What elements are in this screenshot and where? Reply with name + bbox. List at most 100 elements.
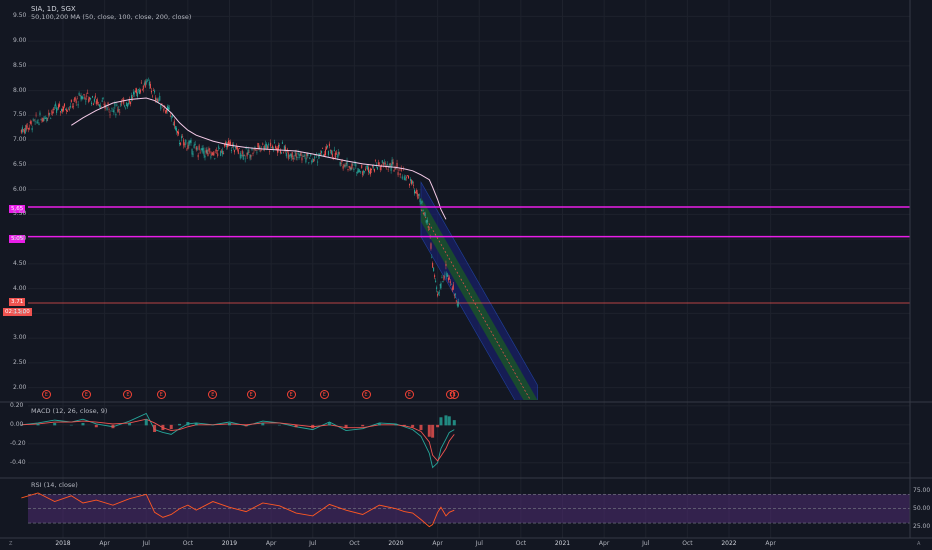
macd-histogram-bar xyxy=(261,422,265,426)
candle-body xyxy=(80,95,82,100)
earnings-marker[interactable]: E xyxy=(208,390,218,399)
candle-body xyxy=(113,109,115,113)
rsi-tick-label: 25.00 xyxy=(913,522,931,530)
candle-body xyxy=(191,149,193,155)
candle-body xyxy=(318,155,320,157)
candle-body xyxy=(427,226,429,228)
macd-histogram-bar xyxy=(427,424,431,437)
candle-body xyxy=(328,143,330,147)
candle-body xyxy=(366,165,368,167)
earnings-marker[interactable]: E xyxy=(81,390,91,399)
candle-body xyxy=(383,162,385,164)
candle-body xyxy=(133,92,135,94)
candle-body xyxy=(319,153,321,156)
candle-body xyxy=(309,157,311,159)
earnings-marker[interactable]: E xyxy=(41,390,51,399)
earnings-marker[interactable]: E xyxy=(286,390,296,399)
candle-body xyxy=(255,149,257,151)
candle-body xyxy=(444,273,446,275)
candle-body xyxy=(355,164,357,167)
y-tick-label: 3.50 xyxy=(13,309,27,317)
candle-body xyxy=(158,100,160,102)
macd-histogram-bar xyxy=(439,417,443,426)
earnings-marker[interactable]: E xyxy=(246,390,256,399)
candle-body xyxy=(210,156,212,158)
candle-body xyxy=(46,117,48,122)
candle-body xyxy=(428,229,430,230)
candle-body xyxy=(68,108,70,110)
candle-body xyxy=(211,152,213,156)
candle-body xyxy=(327,151,329,155)
candle-body xyxy=(430,243,432,249)
macd-histogram-bar xyxy=(447,416,451,426)
candle-body xyxy=(274,142,276,144)
candle-body xyxy=(351,163,353,169)
candle-body xyxy=(51,111,53,113)
candle-body xyxy=(258,146,260,150)
level-tag-lower: 5.05 xyxy=(9,235,26,243)
zoom-icon[interactable]: Z xyxy=(9,541,13,547)
candle-body xyxy=(199,152,201,154)
macd-histogram-bar xyxy=(111,424,115,429)
macd-histogram-bar xyxy=(186,422,190,426)
candle-body xyxy=(308,162,310,163)
earnings-marker[interactable]: E xyxy=(404,390,414,399)
candle-body xyxy=(337,152,339,156)
candle-body xyxy=(204,155,206,158)
candle-body xyxy=(25,125,27,130)
candle-body xyxy=(88,98,90,102)
candle-body xyxy=(238,148,240,149)
macd-histogram-bar xyxy=(194,422,198,426)
earnings-marker[interactable]: E xyxy=(156,390,166,399)
candle-body xyxy=(71,106,73,108)
ma200-line xyxy=(71,97,447,220)
candle-body xyxy=(314,156,316,159)
candle-body xyxy=(37,119,39,121)
candle-body xyxy=(215,149,217,151)
macd-histogram-bar xyxy=(53,422,57,426)
candle-body xyxy=(109,114,111,116)
earnings-marker[interactable]: E xyxy=(319,390,329,399)
candle-body xyxy=(424,213,426,216)
auto-scale-icon[interactable]: A xyxy=(917,541,921,547)
candle-body xyxy=(65,109,67,112)
horizontal-levels[interactable] xyxy=(28,206,910,304)
macd-histogram-bar xyxy=(128,422,132,426)
candle-body xyxy=(193,144,195,148)
macd-histogram-bar xyxy=(394,423,398,426)
candle-body xyxy=(395,168,397,170)
macd-histogram-bar xyxy=(419,424,423,431)
candle-body xyxy=(134,90,136,92)
candles xyxy=(20,77,459,308)
candle-body xyxy=(425,220,427,223)
candle-body xyxy=(101,100,103,102)
earnings-marker[interactable]: E xyxy=(449,390,459,399)
candle-body xyxy=(243,155,245,156)
candle-body xyxy=(284,146,286,152)
candle-body xyxy=(331,153,333,157)
candle-body xyxy=(143,83,145,85)
candle-body xyxy=(409,183,411,186)
earnings-marker[interactable]: E xyxy=(123,390,133,399)
candle-body xyxy=(89,97,91,100)
candle-body xyxy=(77,104,79,106)
candle-body xyxy=(119,111,121,113)
candle-body xyxy=(372,166,374,168)
rsi-band xyxy=(28,494,910,524)
y-tick-label: 7.50 xyxy=(13,111,27,119)
candle-body xyxy=(456,304,458,306)
candle-body xyxy=(234,146,236,149)
candle-body xyxy=(218,146,220,149)
candle-body xyxy=(340,162,342,164)
earnings-marker[interactable]: E xyxy=(361,390,371,399)
candle-body xyxy=(206,149,208,154)
candle-body xyxy=(264,145,266,150)
candle-body xyxy=(381,160,383,163)
candle-body xyxy=(397,172,399,176)
candle-body xyxy=(369,171,371,173)
x-tick-label: Apr xyxy=(598,540,610,547)
macd-histogram-bar xyxy=(436,424,440,428)
macd-histogram-bar xyxy=(277,424,281,426)
candle-body xyxy=(433,267,435,272)
